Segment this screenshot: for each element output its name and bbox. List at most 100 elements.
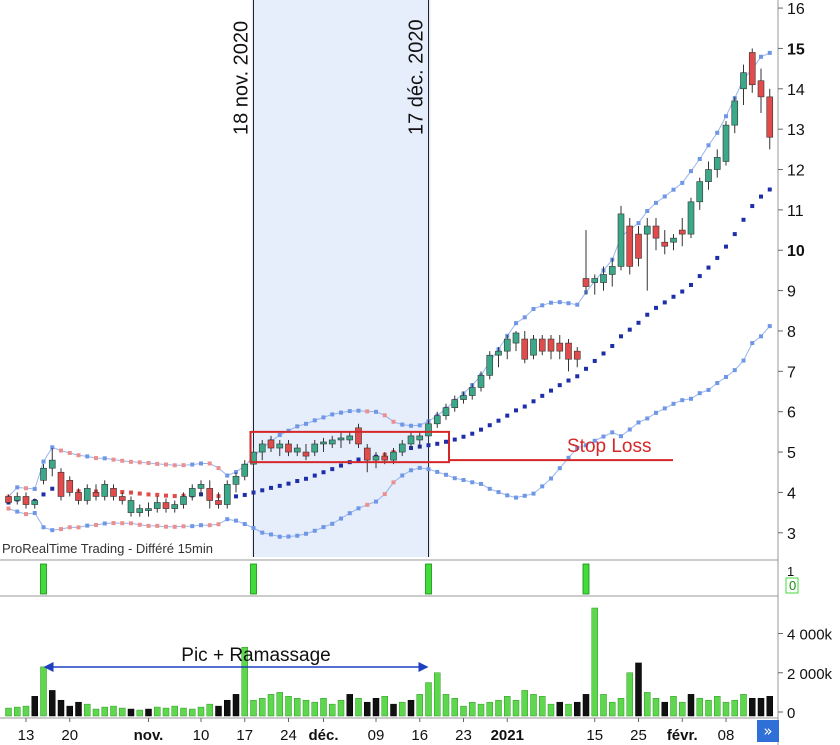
mid-band-dot	[330, 467, 335, 472]
candle-body	[276, 443, 284, 449]
mid-band-dot	[732, 232, 737, 237]
mid-band-dot	[242, 492, 247, 497]
lower-band-dot	[724, 374, 728, 379]
candle-body	[608, 266, 616, 275]
mid-band-dot	[444, 439, 448, 444]
volume-bar	[302, 699, 310, 717]
upper-band-dot	[374, 409, 378, 414]
volume-bar	[434, 672, 441, 717]
lower-band-dot	[330, 521, 335, 526]
mid-band-dot	[584, 366, 588, 371]
lower-band-dot	[304, 531, 308, 536]
candle-body	[311, 443, 319, 453]
candle-body	[600, 274, 607, 283]
volume-bar	[600, 694, 607, 717]
candle-body	[258, 443, 266, 453]
candle-body	[713, 157, 721, 170]
candle-body	[328, 439, 336, 445]
volume-bar	[180, 707, 187, 717]
volume-bar	[390, 703, 397, 717]
candle-body	[372, 455, 380, 461]
volume-bar	[241, 646, 248, 717]
upper-band-dot	[111, 457, 116, 462]
upper-band-dot	[356, 408, 361, 413]
lower-band-dot	[242, 522, 247, 527]
date-marker-label: 17 déc. 2020	[406, 19, 428, 135]
x-tick-label: déc.	[308, 727, 338, 744]
scroll-forward-button[interactable]: »	[757, 720, 779, 742]
mid-band-dot	[522, 404, 527, 409]
upper-band-dot	[102, 456, 107, 461]
x-tick-label: 17	[236, 727, 253, 744]
mid-band-dot	[479, 427, 483, 432]
volume-bar	[127, 708, 135, 717]
lower-band-dot	[557, 466, 562, 471]
mid-band-dot	[505, 413, 510, 418]
candle-body	[722, 124, 730, 162]
y-tick-label: 9	[787, 284, 796, 301]
volume-bar	[57, 699, 65, 717]
upper-band-dot	[540, 303, 545, 308]
x-tick-label: 23	[455, 727, 472, 744]
lower-band-dot	[487, 486, 492, 491]
upper-band-dot	[312, 418, 317, 423]
x-tick-label: 09	[368, 727, 385, 744]
candle-body	[355, 427, 362, 445]
y-tick-label: 11	[787, 203, 804, 220]
upper-band-dot	[321, 415, 326, 420]
mid-band-dot	[680, 289, 685, 294]
candle-body	[127, 500, 135, 513]
lower-band-dot	[15, 509, 20, 514]
y-tick-label: 10	[787, 243, 805, 260]
upper-band-dot	[724, 114, 728, 119]
candle-body	[687, 201, 695, 235]
upper-band-dot	[566, 301, 571, 306]
annotation-label: Pic + Ramassage	[181, 645, 330, 666]
candle-body	[748, 52, 756, 86]
lower-band-dot	[689, 396, 693, 401]
lower-band-dot	[286, 534, 291, 539]
upper-band-dot	[199, 461, 203, 466]
lower-band-dot	[400, 473, 405, 478]
mid-band-dot	[654, 305, 658, 310]
volume-bar	[267, 694, 275, 717]
volume-bar	[460, 705, 467, 717]
candle-body	[398, 443, 406, 453]
lower-band-dot	[181, 524, 186, 529]
volume-bar	[206, 703, 213, 717]
signal-bar	[582, 563, 590, 595]
lower-band-dot	[732, 368, 737, 373]
upper-band-dot	[671, 187, 676, 192]
mid-band-dot	[435, 441, 440, 446]
mid-band-dot	[146, 492, 151, 497]
candle-body	[162, 502, 170, 509]
candle-body	[652, 225, 660, 239]
upper-band-dot	[759, 54, 763, 59]
volume-bar	[687, 694, 695, 717]
lower-band-dot	[24, 512, 28, 517]
volume-bar	[197, 706, 205, 717]
mid-band-dot	[50, 486, 55, 491]
volume-bar	[40, 666, 47, 717]
watermark-text: ProRealTime Trading - Différé 15min	[2, 541, 213, 556]
volume-bar	[679, 701, 686, 717]
volume-bar	[329, 703, 336, 717]
upper-band-dot	[234, 470, 238, 475]
candle-body	[731, 100, 739, 126]
mid-band-dot	[251, 490, 256, 495]
y-tick-label: 16	[787, 1, 805, 18]
mid-band-dot	[627, 327, 632, 332]
candle-body	[171, 504, 179, 509]
lower-band-dot	[706, 387, 711, 392]
lower-band-dot	[164, 524, 168, 529]
candle-body	[381, 455, 389, 461]
lower-band-dot	[505, 493, 510, 498]
lower-band-dot	[339, 516, 343, 521]
lower-band-dot	[750, 341, 755, 346]
mid-band-dot	[286, 481, 291, 486]
mid-band-dot	[41, 492, 46, 497]
lower-band-dot	[6, 506, 11, 511]
lower-band-dot	[391, 480, 396, 485]
mid-band-dot	[662, 300, 667, 305]
mid-band-dot	[557, 383, 562, 388]
